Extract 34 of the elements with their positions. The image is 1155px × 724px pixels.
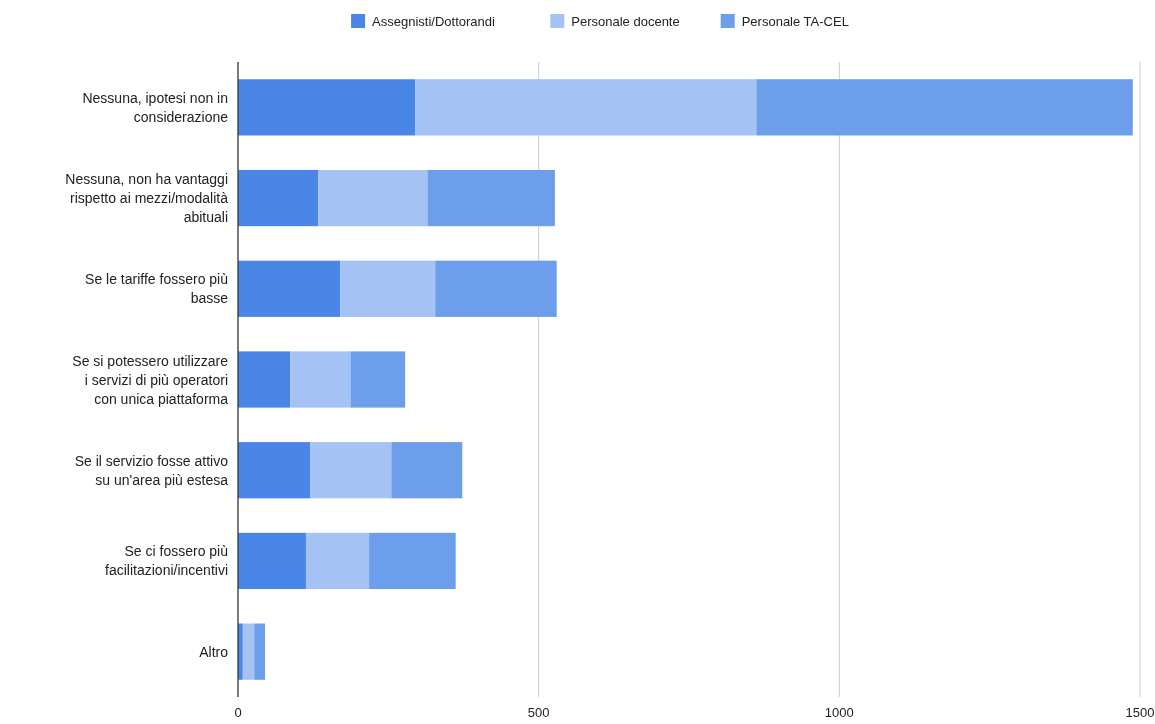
- y-tick-label: Se ci fossero più facilitazioni/incentivi: [105, 543, 228, 579]
- bar: [415, 79, 757, 136]
- x-tick-label: 0: [234, 705, 242, 720]
- bar: [290, 351, 351, 408]
- y-tick-label: Nessuna, ipotesi non in considerazione: [82, 89, 229, 125]
- bar: [238, 442, 311, 499]
- bar: [254, 623, 266, 680]
- bar: [238, 532, 306, 590]
- bar: [238, 79, 416, 136]
- bar: [317, 169, 428, 227]
- bar: [427, 169, 555, 227]
- x-tick-label: 1000: [824, 705, 854, 720]
- legend-label: Personale docente: [571, 14, 680, 29]
- y-tick-label: Se le tariffe fossero più basse: [85, 271, 229, 307]
- y-tick-label: Altro: [199, 643, 229, 660]
- bar: [350, 351, 406, 408]
- bar: [305, 532, 370, 590]
- bar: [756, 79, 1133, 136]
- x-tick-label: 500: [527, 705, 550, 720]
- y-tick-label: Se il servizio fosse attivo su un'area più estesa: [74, 452, 229, 488]
- bar: [369, 532, 456, 590]
- bar: [340, 260, 436, 317]
- x-tick-label: 1500: [1125, 705, 1155, 720]
- legend-label: Personale TA-CEL: [741, 14, 849, 29]
- bar: [238, 260, 341, 317]
- bar: [242, 623, 255, 680]
- bar: [238, 169, 318, 227]
- y-tick-label: Nessuna, non ha vantaggi rispetto ai mezzi/modalità abituali: [65, 171, 229, 226]
- bar: [435, 260, 557, 317]
- y-tick-label: Se si potessero utilizzare i servizi di più operatori con unica piattaforma: [72, 352, 229, 407]
- bar: [391, 442, 463, 499]
- legend-label: Assegnisti/Dottorandi: [372, 14, 496, 29]
- bar: [238, 351, 291, 408]
- bar: [310, 442, 392, 499]
